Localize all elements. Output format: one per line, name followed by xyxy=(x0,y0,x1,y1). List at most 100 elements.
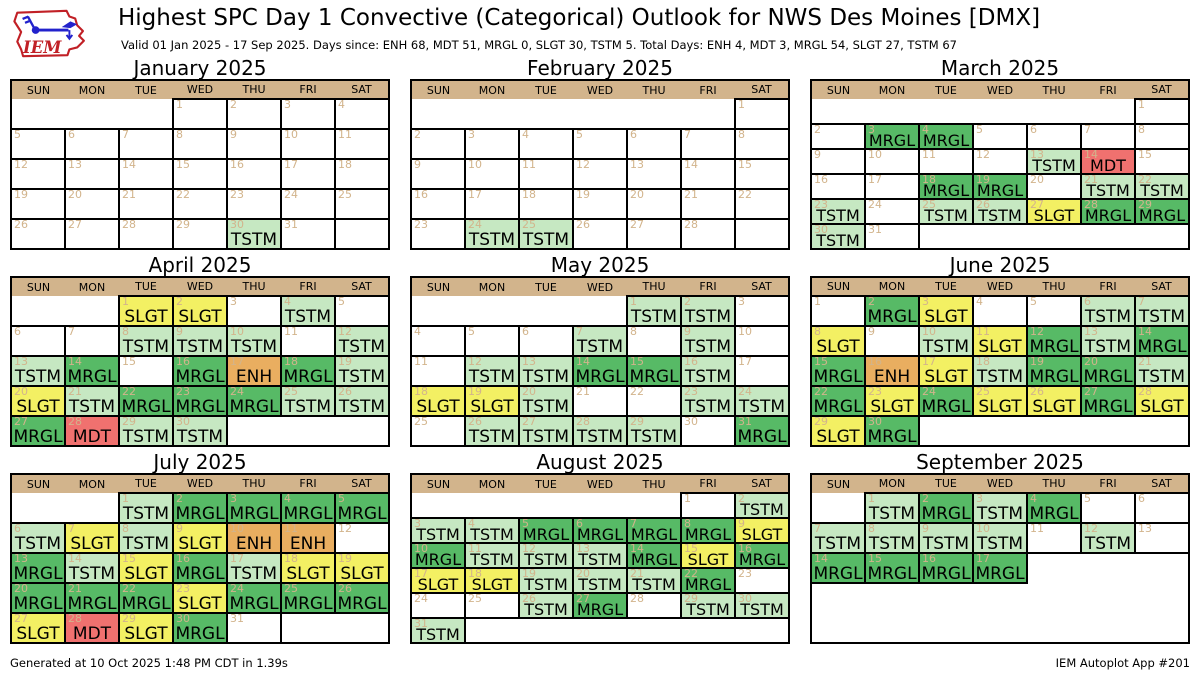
empty-cell xyxy=(1135,416,1189,446)
day-cell: 15 xyxy=(1134,148,1190,175)
day-number: 21 xyxy=(576,385,590,398)
outlook-label: MDT xyxy=(1090,156,1126,175)
outlook-label: MRGL xyxy=(13,564,63,584)
day-cell: 19 xyxy=(572,188,628,220)
outlook-label: TSTM xyxy=(738,397,786,417)
day-cell: 5 xyxy=(334,295,390,327)
day-number: 10 xyxy=(468,158,482,171)
day-cell: 5 xyxy=(1026,295,1082,327)
day-number: 11 xyxy=(922,148,936,161)
day-cell: 7 TSTM xyxy=(810,522,866,554)
week-row: 17 SLGT 18 SLGT 19 TSTM 20 TSTM 21 TSTM 22 MRGL 23 xyxy=(410,567,790,594)
empty-cell xyxy=(119,99,173,129)
week-row: 24 25 26 TSTM 27 MRGL 28 29 TSTM 30 TSTM xyxy=(410,592,790,619)
week-row: 19 20 21 22 23 24 25 xyxy=(10,188,390,220)
day-cell: 31 xyxy=(226,612,282,644)
day-cell: 21 TSTM xyxy=(64,385,120,417)
day-cell: 6 xyxy=(626,128,682,160)
day-cell: 3 xyxy=(280,98,336,130)
month-february-2025: February 2025 SUN MON TUE WED THU FRI SAT 1 2 3 4 5 6… xyxy=(410,57,790,250)
day-number: 14 xyxy=(122,158,136,171)
day-number: 10 xyxy=(922,325,936,338)
day-cell: 19 SLGT xyxy=(464,385,520,417)
empty-cell xyxy=(1081,99,1135,124)
outlook-label: MRGL xyxy=(867,564,917,584)
day-cell: 3 xyxy=(734,295,790,327)
day-cell: 8 TSTM xyxy=(118,325,174,357)
day-cell: 27 MRGL xyxy=(1080,385,1136,417)
day-number: 26 xyxy=(338,385,352,398)
outlook-label: TSTM xyxy=(632,575,676,594)
outlook-label: TSTM xyxy=(1032,156,1076,175)
empty-cell xyxy=(811,99,865,124)
outlook-label: ENH xyxy=(289,534,327,554)
day-cell: 29 MRGL xyxy=(1134,198,1190,225)
outlook-label: MRGL xyxy=(1029,367,1079,387)
empty-cell xyxy=(11,296,65,326)
outlook-label: MRGL xyxy=(67,594,117,614)
day-cell: 4 MRGL xyxy=(918,123,974,150)
day-number: 14 xyxy=(68,355,82,368)
day-cell: 12 TSTM xyxy=(1080,522,1136,554)
day-cell: 28 MRGL xyxy=(1080,198,1136,225)
month-title: April 2025 xyxy=(148,253,252,277)
day-number: 2 xyxy=(922,492,929,505)
day-number: 30 xyxy=(868,415,882,428)
day-number: 14 xyxy=(1138,325,1152,338)
weekday-header-row: SUN MON TUE WED THU FRI SAT xyxy=(411,277,789,296)
day-cell: 6 TSTM xyxy=(1080,295,1136,327)
week-row: 20 MRGL 21 MRGL 22 MRGL 23 SLGT 24 MRGL 25 MRGL 26 MR… xyxy=(10,582,390,614)
day-cell: 21 TSTM xyxy=(1080,173,1136,200)
empty-cell xyxy=(1135,224,1189,249)
day-number: 19 xyxy=(338,355,352,368)
empty-cell xyxy=(627,99,681,129)
calendar-table: SUN MON TUE WED THU FRI SAT 1 2 MRGL 3 SLGT 4 5 6 TSTM 7… xyxy=(810,276,1190,447)
day-cell: 19 SLGT xyxy=(334,552,390,584)
week-row: 1 2 MRGL 3 SLGT 4 5 6 TSTM 7 TSTM xyxy=(810,295,1190,327)
day-cell: 22 MRGL xyxy=(118,582,174,614)
day-number: 16 xyxy=(868,355,882,368)
weekday-header: TUE xyxy=(519,80,573,99)
weekday-header: FRI xyxy=(681,277,735,296)
day-number: 1 xyxy=(122,295,129,308)
week-row: 23 24 TSTM 25 TSTM 26 27 28 xyxy=(410,218,789,250)
day-cell: 10 MRGL xyxy=(410,542,466,569)
day-number: 8 xyxy=(738,128,745,141)
day-cell: 16 MRGL xyxy=(734,542,790,569)
week-row: 9 10 11 12 13 14 15 xyxy=(410,158,790,190)
day-cell: 9 TSTM xyxy=(918,522,974,554)
weekday-header: TUE xyxy=(919,474,973,493)
day-number: 22 xyxy=(122,385,136,398)
weekday-header-row: SUN MON TUE WED THU FRI SAT xyxy=(11,277,389,296)
outlook-label: TSTM xyxy=(522,230,570,250)
outlook-label: TSTM xyxy=(630,307,678,327)
day-cell: 5 xyxy=(10,128,66,160)
day-number: 21 xyxy=(68,385,82,398)
day-number: 13 xyxy=(522,355,536,368)
day-number: 3 xyxy=(468,128,475,141)
day-cell: 27 SLGT xyxy=(1026,198,1082,225)
outlook-label: SLGT xyxy=(124,624,168,644)
weekday-header: MON xyxy=(465,474,519,493)
weekday-header: SAT xyxy=(335,474,389,493)
day-number: 16 xyxy=(738,542,752,555)
vane-hub-icon xyxy=(31,26,40,34)
outlook-label: MRGL xyxy=(175,504,225,524)
day-cell: 28 xyxy=(118,218,174,250)
day-number: 30 xyxy=(176,612,190,625)
outlook-label: MRGL xyxy=(576,600,624,619)
day-cell: 3 xyxy=(464,128,520,160)
day-number: 11 xyxy=(976,325,990,338)
day-cell: 6 TSTM xyxy=(10,522,66,554)
empty-cell xyxy=(335,613,389,643)
empty-cell xyxy=(65,99,119,129)
day-number: 17 xyxy=(414,567,428,580)
day-cell: 25 TSTM xyxy=(918,198,974,225)
day-number: 1 xyxy=(122,492,129,505)
calendar-table: SUN MON TUE WED THU FRI SAT 1 2 3 4 5 6 7 8 9 10 11 12 13 14… xyxy=(10,79,390,250)
day-number: 5 xyxy=(468,325,475,338)
empty-cell xyxy=(465,99,519,129)
empty-cell xyxy=(627,618,681,643)
day-cell: 17 xyxy=(280,158,336,190)
outlook-label: TSTM xyxy=(122,534,170,554)
